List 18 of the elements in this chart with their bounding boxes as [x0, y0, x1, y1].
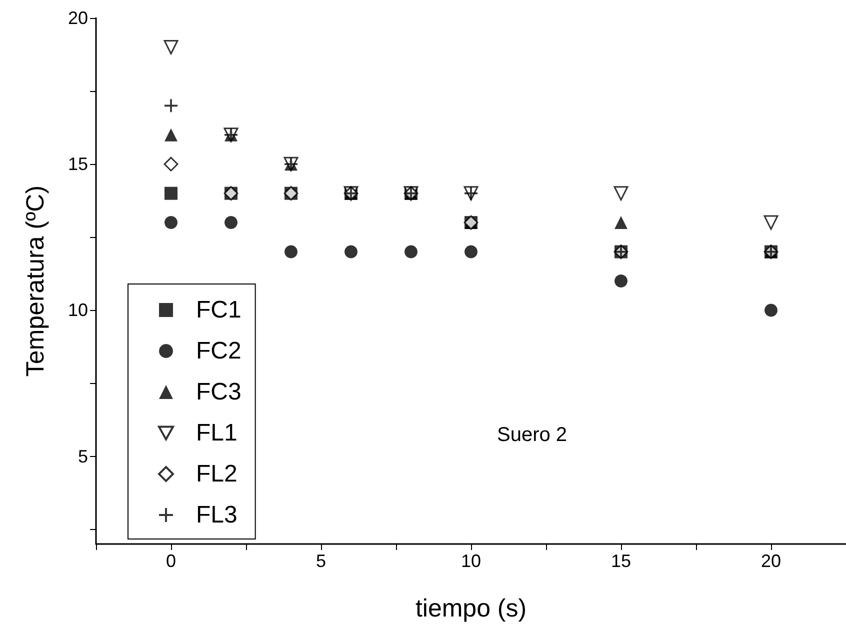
x-tick-label: 5	[316, 551, 326, 571]
y-tick-label: 20	[68, 8, 88, 28]
x-tick-label: 0	[166, 551, 176, 571]
x-tick-label: 10	[460, 551, 482, 571]
legend-label: FL1	[196, 420, 238, 446]
x-tick-label: 15	[610, 551, 632, 571]
annotation: Suero 2	[497, 424, 568, 446]
y-tick-label: 15	[68, 154, 88, 174]
legend-label: FL3	[196, 502, 238, 528]
legend-label: FC2	[196, 338, 242, 364]
y-tick-label: 10	[68, 300, 88, 320]
y-tick-label: 5	[78, 446, 88, 466]
legend-label: FC3	[196, 378, 242, 406]
legend-label: FC1	[196, 296, 242, 324]
x-axis-title: tiempo (s)	[415, 594, 527, 622]
legend-label: FL2	[196, 460, 238, 488]
y-axis-title: Temperatura (ºC)	[22, 185, 50, 377]
x-tick-label: 20	[760, 551, 782, 571]
